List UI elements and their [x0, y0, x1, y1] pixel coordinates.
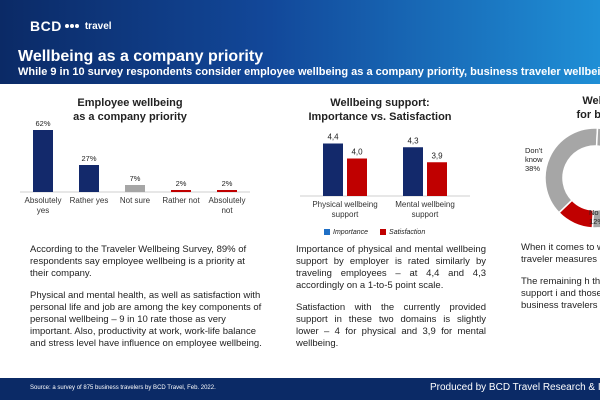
legend-satisfaction-label: Satisfaction: [389, 229, 426, 236]
chart2-legend: Importance Satisfaction: [324, 229, 425, 236]
chart1-category-label: Absolutely: [25, 196, 62, 205]
chart1-category-label: Not sure: [120, 196, 151, 205]
chart2-data-label: 4,4: [327, 133, 339, 142]
chart1-bar: [125, 185, 145, 192]
chart3-slice-don-t-know: [544, 127, 599, 214]
header-banner: BCD travel Wellbeing as a company priori…: [0, 0, 600, 84]
chart2-data-label: 3,9: [431, 151, 443, 160]
chart1-category-label: Absolutely: [209, 196, 246, 205]
logo-text: BCD: [30, 18, 62, 34]
col1-paragraph-1: According to the Traveler Wellbeing Surv…: [30, 244, 247, 279]
footer-produced-by: Produced by BCD Travel Research & In: [430, 382, 600, 393]
chart2-category-label: Physical wellbeing: [312, 200, 377, 209]
chart3-title: Wellbe for busin: [515, 94, 600, 122]
chart3-title-line1: Wellbe: [582, 95, 600, 107]
chart3-slice-yes: [591, 127, 600, 229]
chart1-data-label: 62%: [35, 119, 50, 128]
pie-label-dont-know-l2: know: [525, 155, 543, 164]
chart2-data-label: 4,3: [407, 136, 419, 145]
chart2-category-label: support: [332, 210, 359, 219]
bcd-logo: BCD travel: [30, 18, 112, 34]
chart1-data-label: 27%: [81, 154, 96, 163]
chart1-data-label: 7%: [130, 174, 141, 183]
chart2-bar-importance: [403, 147, 423, 196]
chart2-title-line2: Importance vs. Satisfaction: [308, 111, 452, 123]
chart1-bar: [217, 190, 237, 192]
col2-paragraph-2: Satisfaction with the currently provided…: [296, 302, 486, 349]
pie-label-no-pct: 12%: [589, 217, 600, 226]
chart1-bar: [33, 130, 53, 192]
chart2-category-label: support: [412, 210, 439, 219]
pie-label-no: No 12%: [589, 208, 600, 226]
col2-paragraph-1: Importance of physical and mental wellbe…: [296, 244, 486, 291]
column1-text: According to the Traveler Wellbeing Surv…: [30, 244, 265, 360]
chart1-title-line1: Employee wellbeing: [77, 97, 183, 109]
chart2-title: Wellbeing support: Importance vs. Satisf…: [290, 96, 470, 124]
chart1-title: Employee wellbeing as a company priority: [30, 96, 230, 124]
chart3-title-line2: for busin: [576, 109, 600, 121]
chart1-category-label: not: [221, 206, 233, 215]
col3-paragraph-1: When it comes to wellbeing, half of havi…: [521, 242, 600, 265]
chart1-category-label: Rather yes: [70, 196, 109, 205]
chart2-title-line1: Wellbeing support:: [330, 97, 430, 109]
chart2-bar-importance: [323, 143, 343, 196]
logo-subtext: travel: [84, 20, 112, 32]
chart1-bar: [79, 165, 99, 192]
chart1-data-label: 2%: [222, 179, 233, 188]
footer-source: Source: a survey of 875 business travele…: [30, 385, 216, 391]
col1-paragraph-2: Physical and mental health, as well as s…: [30, 290, 262, 349]
legend-importance-label: Importance: [333, 229, 369, 236]
legend-importance: Importance: [324, 229, 368, 236]
chart2-bar-satisfaction: [347, 158, 367, 196]
column2-text: Importance of physical and mental wellbe…: [296, 244, 486, 360]
pie-label-dont-know-l1: Don't: [525, 146, 543, 155]
legend-satisfaction: Satisfaction: [380, 229, 425, 236]
pie-label-dont-know-pct: 38%: [525, 164, 541, 173]
chart1-category-label: yes: [37, 206, 49, 215]
chart2-data-label: 4,0: [351, 148, 363, 157]
chart2-bar-satisfaction: [427, 162, 447, 196]
footer-bar: Source: a survey of 875 business travele…: [0, 378, 600, 400]
pie-label-dont-know: Don't know 38%: [525, 146, 543, 173]
legend-satisfaction-swatch: [380, 229, 387, 236]
page-title: Wellbeing as a company priority: [18, 48, 264, 65]
chart1-data-label: 2%: [176, 179, 187, 188]
logo-dots-icon: [64, 24, 79, 28]
column3-text: When it comes to wellbeing, half of havi…: [521, 242, 600, 322]
col3-paragraph-2: The remaining h those who don't traveler…: [521, 276, 600, 311]
chart3-clipped-panel: Wellbe for busin Don't know 38% No 12% W…: [515, 84, 600, 378]
chart2-category-label: Mental wellbeing: [395, 200, 455, 209]
page-subtitle: While 9 in 10 survey respondents conside…: [18, 66, 600, 78]
pie-label-no-l1: No: [589, 208, 599, 217]
chart1-category-label: Rather not: [162, 196, 200, 205]
legend-importance-swatch: [324, 229, 330, 236]
chart1-title-line2: as a company priority: [73, 111, 187, 123]
chart3-donut-chart: [544, 127, 600, 229]
chart1-bar: [171, 190, 191, 192]
